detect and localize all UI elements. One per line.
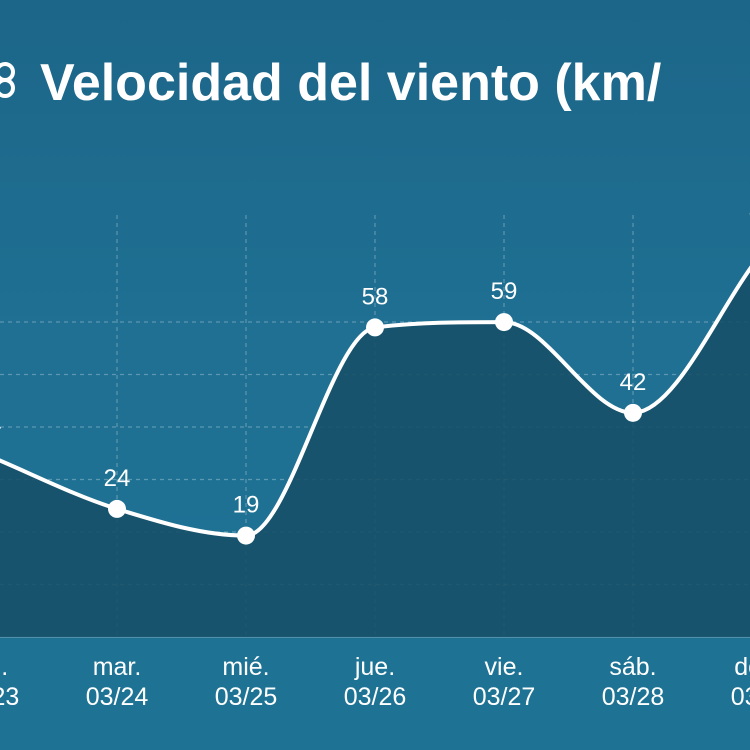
wind-icon: [0, 53, 18, 113]
chart-title: Velocidad del viento (km/: [0, 48, 750, 118]
chart-title-text: Velocidad del viento (km/: [40, 54, 662, 112]
x-tick-label-day: dom.: [734, 653, 750, 681]
x-tick-label-day: lun.: [0, 653, 8, 681]
data-label: 59: [491, 278, 518, 305]
data-label: 58: [362, 283, 389, 310]
data-label: 19: [233, 492, 260, 519]
x-tick-label-date: 03/27: [473, 683, 536, 711]
data-label: 34: [0, 412, 1, 439]
x-tick-label-day: vie.: [485, 653, 524, 681]
x-tick-label-date: 03/24: [86, 683, 149, 711]
x-tick-label-date: 03/28: [602, 683, 665, 711]
x-tick-label-date: 03/23: [0, 683, 19, 711]
x-tick-label-day: jue.: [354, 653, 395, 681]
series-area: [0, 268, 750, 637]
x-tick-label-date: 03/26: [344, 683, 407, 711]
data-point: [495, 313, 513, 332]
x-tick-label-day: mié.: [222, 653, 269, 681]
data-label: 42: [620, 369, 647, 396]
x-tick-label-date: 03/25: [215, 683, 278, 711]
data-point: [624, 403, 642, 422]
x-tick-label-day: mar.: [93, 653, 142, 681]
x-tick-label-day: sáb.: [609, 653, 656, 681]
data-point: [108, 499, 126, 518]
x-tick-label-date: 03/29: [731, 683, 750, 711]
data-label: 24: [104, 465, 131, 492]
data-point: [366, 318, 384, 337]
data-point: [237, 526, 255, 545]
data-label: 72: [749, 209, 750, 236]
